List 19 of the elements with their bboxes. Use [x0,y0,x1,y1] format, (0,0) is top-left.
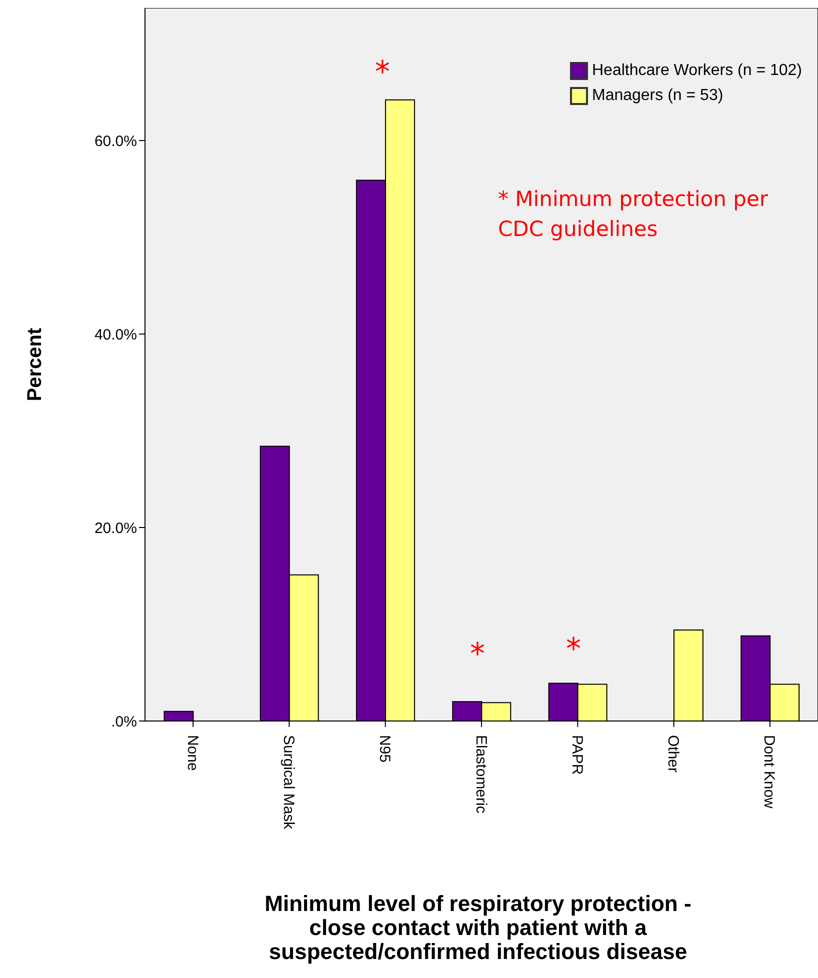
x-tick-label: PAPR [568,735,586,775]
annotation: * [375,55,390,90]
x-tick-label: Surgical Mask [280,735,297,830]
y-tick-label: .0% [111,713,137,730]
x-tick-label: Elastomeric [472,735,490,814]
y-tick-label: 60.0% [94,132,137,150]
legend-label: Managers (n = 53) [592,86,724,104]
x-tick-label: Other [664,735,682,773]
y-tick-label: 20.0% [94,520,137,537]
annotation: * [470,637,485,672]
y-axis-title: Percent [24,327,46,402]
x-tick-label: N95 [376,735,394,763]
annotation: * Minimum protection per CDC guidelines [498,186,768,243]
x-axis-title: Minimum level of respiratory protection - close contact with patient with a suspected/confirmed infectious disease [264,891,692,964]
legend-label: Healthcare Workers (n = 102) [592,62,802,80]
y-tick-label: 40.0% [94,326,137,344]
annotation: * [566,632,581,667]
x-tick-label: Dont Know [760,735,778,809]
x-tick-label: None [184,735,201,771]
